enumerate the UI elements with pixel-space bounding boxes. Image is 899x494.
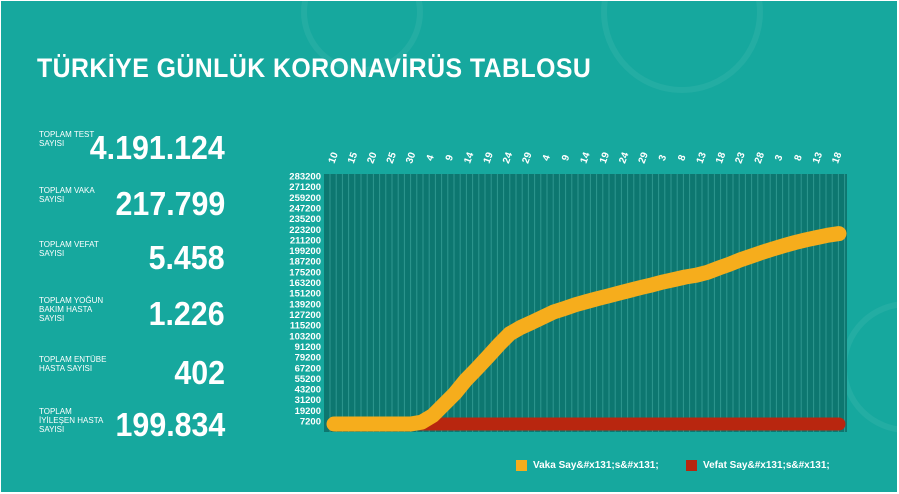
x-tick-label: 20: [365, 151, 379, 166]
y-tick-label: 175200: [289, 267, 321, 278]
y-tick-label: 151200: [289, 289, 321, 300]
y-tick-label: 43200: [295, 385, 321, 396]
y-tick-label: 187200: [289, 257, 321, 268]
x-tick-label: 4: [425, 153, 437, 162]
stat-value: 199.834: [115, 406, 225, 443]
stat-label: TOPLAM YOĞUN BAKIM HASTA SAYISI: [39, 296, 104, 323]
stat-yogun-bakim: TOPLAM YOĞUN BAKIM HASTA SAYISI 1.226: [39, 294, 229, 338]
x-tick-label: 8: [793, 153, 805, 162]
x-tick-label: 13: [695, 151, 709, 166]
x-tick-label: 19: [482, 151, 496, 166]
y-tick-label: 235200: [289, 214, 321, 225]
stat-entube: TOPLAM ENTÜBE HASTA SAYISI 402: [39, 353, 229, 397]
stat-value: 5.458: [149, 239, 225, 276]
y-tick-label: 163200: [289, 278, 321, 289]
stat-value: 4.191.124: [89, 129, 225, 166]
y-tick-label: 31200: [295, 395, 321, 406]
y-tick-label: 139200: [289, 299, 321, 310]
x-tick-label: 19: [598, 151, 612, 166]
x-tick-label: 4: [541, 153, 553, 162]
series-line-vaka: [326, 226, 847, 432]
y-tick-label: 199200: [289, 246, 321, 257]
stat-label: TOPLAM VEFAT SAYISI: [39, 240, 99, 258]
x-tick-label: 18: [714, 151, 728, 166]
stat-value: 1.226: [149, 295, 225, 332]
x-tick-label: 14: [462, 151, 476, 166]
x-tick-label: 18: [830, 151, 844, 166]
y-tick-label: 67200: [295, 363, 321, 374]
stat-label: TOPLAM ENTÜBE HASTA SAYISI: [39, 355, 107, 373]
x-tick-label: 24: [617, 151, 631, 166]
y-tick-label: 223200: [289, 225, 321, 236]
legend-swatch-vaka: [516, 459, 527, 471]
x-tick-label: 9: [560, 153, 572, 162]
x-tick-label: 9: [444, 153, 456, 162]
x-tick-label: 3: [773, 153, 785, 162]
x-tick-label: 14: [579, 151, 593, 166]
stat-label: TOPLAM VAKA SAYISI: [39, 186, 95, 204]
chart-legend: Vaka Say&#x131;s&#x131; Vefat Say&#x131;…: [516, 456, 886, 474]
legend-item-vaka: Vaka Say&#x131;s&#x131;: [516, 456, 659, 474]
y-tick-label: 19200: [295, 406, 321, 417]
legend-swatch-vefat: [686, 459, 697, 471]
y-tick-label: 271200: [289, 182, 321, 193]
x-tick-label: 29: [520, 151, 534, 166]
y-tick-label: 79200: [295, 353, 321, 364]
y-tick-label: 127200: [289, 310, 321, 321]
x-tick-label: 10: [327, 151, 341, 166]
y-tick-label: 247200: [289, 203, 321, 214]
x-tick-label: 8: [676, 153, 688, 162]
x-tick-label: 23: [734, 151, 748, 166]
stat-label: TOPLAM İYİLEŞEN HASTA SAYISI: [39, 407, 103, 434]
stat-test: TOPLAM TEST SAYISI 4.191.124: [39, 128, 229, 172]
legend-label-vaka: Vaka Say&#x131;s&#x131;: [533, 459, 659, 471]
stat-value: 402: [174, 354, 225, 391]
x-tick-label: 15: [346, 151, 360, 166]
y-tick-label: 7200: [300, 417, 321, 428]
y-tick-label: 91200: [295, 342, 321, 353]
x-tick-label: 30: [404, 151, 418, 166]
y-tick-label: 103200: [289, 331, 321, 342]
stat-label: TOPLAM TEST SAYISI: [39, 130, 95, 148]
stat-iyilesen: TOPLAM İYİLEŞEN HASTA SAYISI 199.834: [39, 405, 229, 449]
x-tick-label: 24: [501, 151, 515, 166]
legend-label-vefat: Vefat Say&#x131;s&#x131;: [703, 459, 830, 471]
x-tick-label: 28: [753, 151, 767, 166]
y-tick-label: 211200: [290, 235, 321, 246]
stat-value: 217.799: [115, 185, 225, 222]
stat-vefat: TOPLAM VEFAT SAYISI 5.458: [39, 238, 229, 282]
y-tick-label: 259200: [289, 193, 321, 204]
y-tick-label: 115200: [290, 321, 321, 332]
legend-item-vefat: Vefat Say&#x131;s&#x131;: [686, 456, 830, 474]
x-tick-label: 13: [811, 151, 825, 166]
page-title: TÜRKİYE GÜNLÜK KORONAVİRÜS TABLOSU: [37, 53, 592, 83]
x-tick-label: 29: [637, 151, 651, 166]
x-tick-label: 25: [385, 151, 399, 166]
y-tick-label: 283200: [289, 172, 321, 183]
stat-vaka: TOPLAM VAKA SAYISI 217.799: [39, 184, 229, 228]
y-tick-label: 55200: [295, 374, 321, 385]
x-tick-label: 3: [657, 153, 669, 162]
